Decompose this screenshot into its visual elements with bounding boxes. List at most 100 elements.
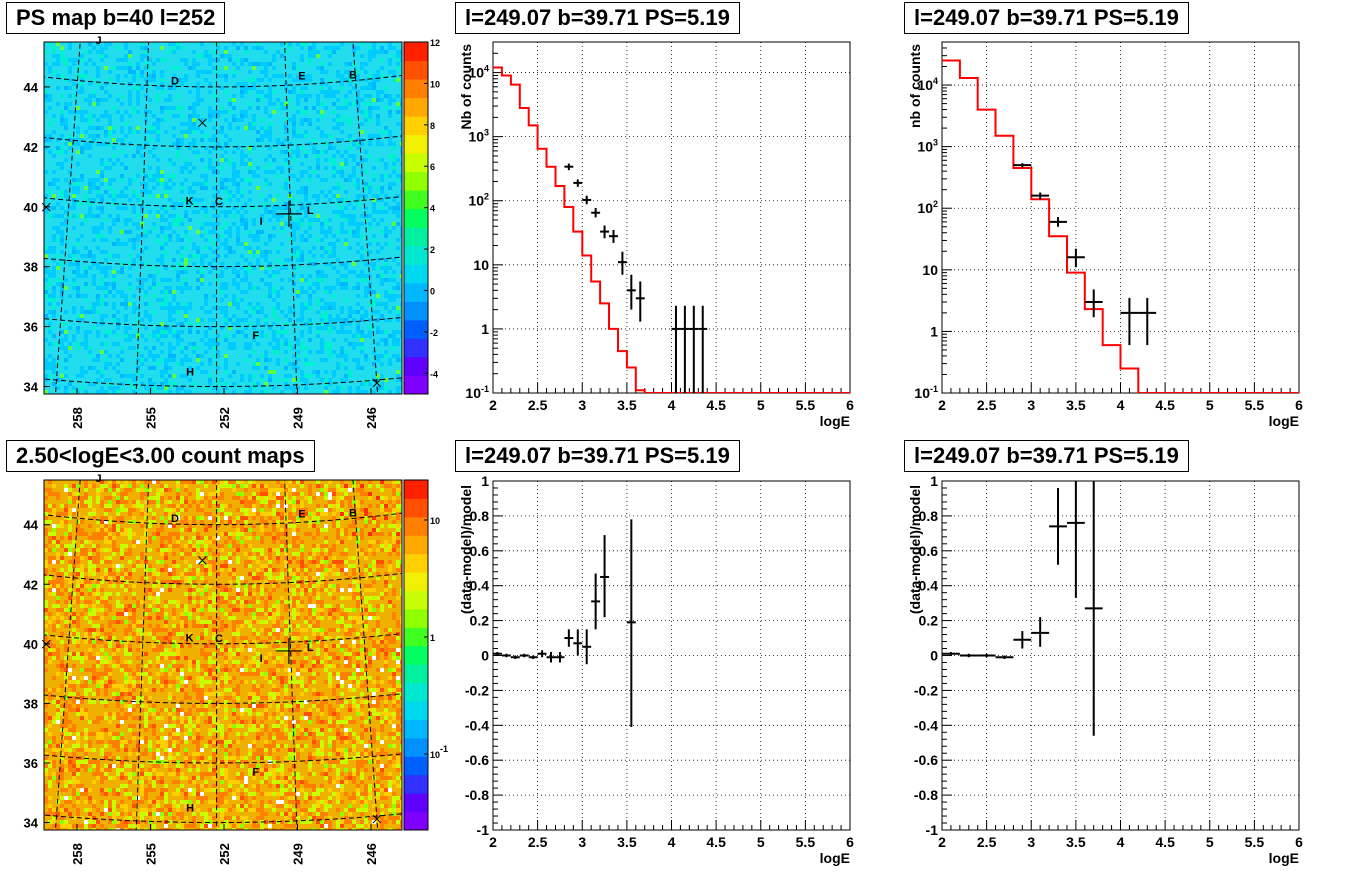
res-right-y-tick-label: -0.6 <box>914 752 938 768</box>
spec-mid-data-point <box>609 229 618 243</box>
spec-right-x-tick-label: 6 <box>1295 397 1303 413</box>
spec-mid-data-point <box>564 163 574 171</box>
map-top-lon-line <box>135 42 150 394</box>
map-bottom-palette-band <box>404 811 428 831</box>
map-top-palette-frame <box>403 41 429 395</box>
spec-right-y-tick-label: 103 <box>917 138 938 155</box>
spec-mid-data-point <box>582 195 592 205</box>
map-bottom-x-tick-label: 246 <box>364 843 379 865</box>
spec-right-chart: 2 2.5 3 3.5 4 4.5 5 5.5 6 10-1 1 10 102 103 104 logE nb … <box>907 41 1303 429</box>
res-right-y-tick-label: 0.8 <box>919 508 939 524</box>
map-bottom-y-tick-label: 36 <box>24 756 38 771</box>
map-bottom-lat-line <box>44 693 402 704</box>
spec-mid-chart: 2 2.5 3 3.5 4 4.5 5 5.5 6 10-1 1 10 102 103 104 logE Nb … <box>458 41 854 429</box>
map-top-palette-band <box>404 301 428 321</box>
map-top-source-label: C <box>215 196 223 208</box>
map-bottom-x-tick-label: 255 <box>144 843 159 865</box>
map-bottom-palette-band <box>404 701 428 720</box>
res-right-x-tick-label: 4 <box>1117 834 1125 850</box>
spec-mid-x-tick-label: 6 <box>846 397 854 413</box>
map-bottom-palette-band <box>404 480 428 499</box>
map-bottom-palette-label: 1 <box>430 633 435 643</box>
spec-right-y-tick-label: 10-1 <box>914 384 938 401</box>
res-mid-x-tick-label: 2.5 <box>528 834 548 850</box>
spec-mid-x-tick-label: 2.5 <box>528 397 548 413</box>
map-top-palette-band <box>404 190 428 210</box>
map-top-source-label: K <box>186 196 194 208</box>
spec-mid-data-point <box>671 305 681 393</box>
res-mid-y-tick-label: 0.2 <box>470 613 490 629</box>
map-top-palette-band <box>404 171 428 191</box>
map-bottom-palette-band <box>404 793 428 813</box>
map-top-pixels <box>44 42 402 394</box>
spec-right-y-tick-label: 104 <box>917 76 938 93</box>
spec-right-x-tick-label: 5 <box>1206 397 1214 413</box>
spec-mid-data-point <box>698 305 708 393</box>
map-top-palette-label: -2 <box>430 328 438 338</box>
res-mid-y-tick-label: -0.2 <box>465 682 489 698</box>
map-bottom-plus-marker <box>275 637 302 664</box>
res-mid-data-point <box>501 653 511 658</box>
map-top-palette-label: 2 <box>430 245 435 255</box>
map-top-x-tick-label: 246 <box>364 407 379 429</box>
res-mid-x-tick-label: 3 <box>578 834 586 850</box>
res-mid-y-tick-label: 1 <box>481 473 489 489</box>
res-right-x-tick-label: 3 <box>1027 834 1035 850</box>
map-bottom-palette-band <box>404 627 428 647</box>
res-right-x-tick-label: 2.5 <box>977 834 997 850</box>
map-top-y-tick-label: 38 <box>24 260 38 275</box>
map-bottom-lat-line <box>44 753 402 764</box>
spec-right-y-tick-label: 102 <box>917 199 938 216</box>
spec-right-x-tick-label: 3 <box>1027 397 1035 413</box>
map-bottom-source-label: J <box>96 473 102 485</box>
res-mid-grid <box>492 480 851 831</box>
spec-right-data-point <box>1031 192 1050 200</box>
spec-right-y-tick-label: 10 <box>922 262 938 278</box>
res-right-y-tick-label: -0.2 <box>914 682 938 698</box>
res-right-data-point <box>1049 487 1067 565</box>
map-bottom-palette-band <box>404 719 428 739</box>
spec-mid-x-tick-label: 4 <box>668 397 676 413</box>
map-top-lon-line <box>0 0 17 432</box>
spec-mid-title: l=249.07 b=39.71 PS=5.19 <box>455 2 740 34</box>
map-bottom-source-label: D <box>171 513 179 525</box>
spec-right-x-tick-label: 2 <box>938 397 946 413</box>
map-top-x-marker <box>372 378 382 388</box>
map-top-y-tick-label: 40 <box>24 200 38 215</box>
map-top-palette-band <box>404 227 428 247</box>
res-mid-plot-area <box>493 519 636 728</box>
map-bottom-palette: 10 1 10-1 <box>403 479 448 831</box>
map-top-palette-band <box>404 116 428 136</box>
map-bottom-lon-line <box>54 480 81 830</box>
spec-mid-data-point <box>617 251 627 275</box>
res-right-y-axis-title: (data-model)/model <box>907 485 923 614</box>
map-bottom-pixel-layer <box>44 480 402 830</box>
spectrum-charts: 2 2.5 3 3.5 4 4.5 5 5.5 610-1110102103104logENb … <box>458 41 1303 866</box>
map-bottom-title: 2.50<logE<3.00 count maps <box>6 440 315 472</box>
res-right-y-tick-label: -1 <box>926 822 939 838</box>
map-bottom-palette-band <box>404 553 428 573</box>
map-bottom-pixel-layer <box>44 480 402 830</box>
spec-mid-y-tick-label: 10 <box>473 257 489 273</box>
map-top-palette-band <box>404 319 428 339</box>
map-bottom-x-tick-label: 258 <box>70 843 85 865</box>
map-top-x-tick-label: 258 <box>70 407 85 429</box>
res-mid-title: l=249.07 b=39.71 PS=5.19 <box>455 440 740 472</box>
map-bottom-x-marker <box>372 814 382 824</box>
map-bottom-palette-band <box>404 682 428 702</box>
res-mid-x-tick-label: 5 <box>757 834 765 850</box>
spec-right-data-point <box>1084 289 1103 318</box>
res-right-data-point <box>995 655 1014 659</box>
res-mid-data-point <box>582 629 592 665</box>
map-bottom-source-label: E <box>298 508 305 520</box>
spec-right-x-tick-label: 3.5 <box>1066 397 1086 413</box>
spec-mid-x-tick-label: 3.5 <box>617 397 637 413</box>
map-top-palette-label: 0 <box>430 286 435 296</box>
map-top-pixel-layer <box>44 42 402 394</box>
res-mid-y-tick-label: -0.8 <box>465 787 489 803</box>
spec-mid-x-axis-title: logE <box>820 413 850 429</box>
map-bottom-pixels <box>44 480 402 830</box>
